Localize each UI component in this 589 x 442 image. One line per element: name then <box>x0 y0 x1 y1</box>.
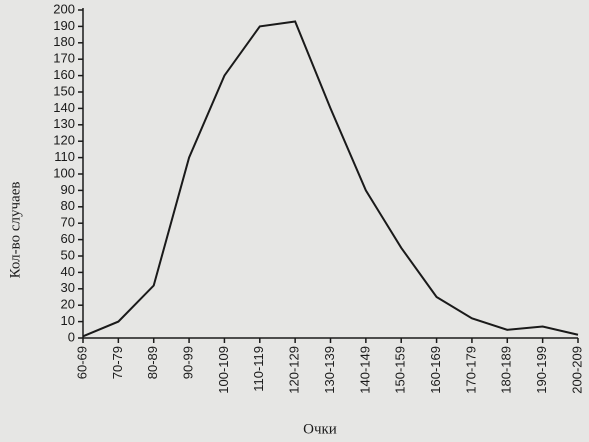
y-tick-label: 20 <box>61 297 75 312</box>
y-tick-label: 110 <box>54 149 75 164</box>
y-tick-label: 150 <box>53 83 75 98</box>
y-tick-label: 50 <box>61 247 75 262</box>
x-tick-label: 100-109 <box>216 346 231 394</box>
data-line <box>82 20 579 338</box>
y-tick-label: 100 <box>53 165 75 180</box>
y-tick-label: 60 <box>61 231 75 246</box>
x-tick-label: 110-119 <box>251 346 266 392</box>
y-tick-label: 70 <box>61 215 75 230</box>
x-tick-label: 160-169 <box>428 346 443 394</box>
x-tick-label: 180-189 <box>499 346 514 394</box>
y-tick-label: 0 <box>68 329 75 344</box>
x-tick-label: 120-129 <box>287 346 302 394</box>
y-tick-label: 130 <box>53 116 75 131</box>
y-tick-label: 160 <box>53 67 75 82</box>
x-tick-label: 170-179 <box>463 346 478 394</box>
x-tick-label: 200-209 <box>569 346 584 394</box>
x-tick-label: 70-79 <box>110 346 125 379</box>
y-tick-label: 140 <box>53 100 75 115</box>
x-tick-label: 90-99 <box>181 346 196 379</box>
x-tick-label: 150-159 <box>393 346 408 394</box>
y-axis-label: Кол-во случаев <box>7 182 23 279</box>
y-tick-label: 40 <box>61 264 75 279</box>
x-tick-label: 60-69 <box>74 346 89 379</box>
y-tick-label: 80 <box>61 198 75 213</box>
x-tick-label: 130-139 <box>322 346 337 394</box>
x-tick-label: 80-89 <box>145 346 160 379</box>
y-tick-label: 90 <box>61 182 75 197</box>
y-tick-label: 10 <box>61 313 75 328</box>
y-tick-label: 200 <box>53 1 75 16</box>
x-tick-label: 140-149 <box>357 346 372 394</box>
y-tick-label: 120 <box>53 133 75 148</box>
y-tick-label: 170 <box>53 51 75 66</box>
y-tick-label: 30 <box>61 280 75 295</box>
x-tick-label: 190-199 <box>534 346 549 394</box>
x-axis-label: Очки <box>303 421 337 437</box>
y-tick-label: 190 <box>53 18 75 33</box>
y-tick-label: 180 <box>53 34 75 49</box>
